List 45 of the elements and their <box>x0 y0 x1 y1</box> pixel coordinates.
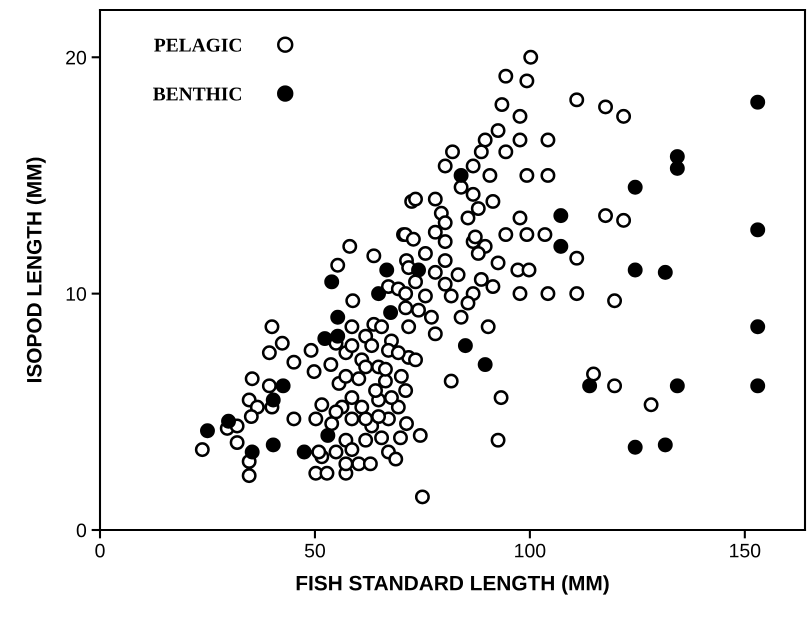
x-axis-title: FISH STANDARD LENGTH (MM) <box>296 575 609 595</box>
x-tick-label: 100 <box>515 544 546 558</box>
point <box>324 274 340 290</box>
point <box>200 423 215 438</box>
point <box>383 305 398 320</box>
point <box>317 331 332 346</box>
point <box>670 160 685 176</box>
point <box>276 378 291 394</box>
legend-label: BENTHIC <box>153 88 241 101</box>
point <box>750 319 766 334</box>
point <box>670 378 685 394</box>
y-tick-label: 10 <box>66 287 86 301</box>
x-tick-label: 0 <box>95 544 105 558</box>
point <box>371 286 386 302</box>
point <box>628 262 643 278</box>
point <box>454 168 469 183</box>
point <box>221 414 236 429</box>
point <box>658 264 673 280</box>
point <box>553 208 568 224</box>
point <box>244 444 260 460</box>
point <box>296 444 312 460</box>
x-tick-label: 50 <box>304 544 325 558</box>
point <box>379 262 394 278</box>
point <box>478 357 493 372</box>
point <box>330 310 346 325</box>
point <box>670 149 685 164</box>
point <box>266 437 281 452</box>
legend-label: PELAGIC <box>154 38 241 52</box>
point <box>628 440 643 455</box>
y-tick-label: 20 <box>66 50 86 65</box>
point <box>628 180 643 195</box>
point <box>582 378 598 394</box>
point <box>750 94 766 110</box>
point <box>658 437 673 452</box>
point <box>320 428 336 443</box>
point <box>266 392 281 408</box>
point <box>330 328 346 344</box>
point <box>411 262 426 278</box>
y-tick-label: 0 <box>76 523 86 538</box>
point <box>750 222 766 238</box>
y-axis-title: ISOPOD LENGTH (MM) <box>26 158 46 382</box>
point <box>458 338 473 354</box>
x-tick-label: 150 <box>730 544 760 558</box>
point <box>553 238 568 254</box>
point <box>750 378 766 394</box>
